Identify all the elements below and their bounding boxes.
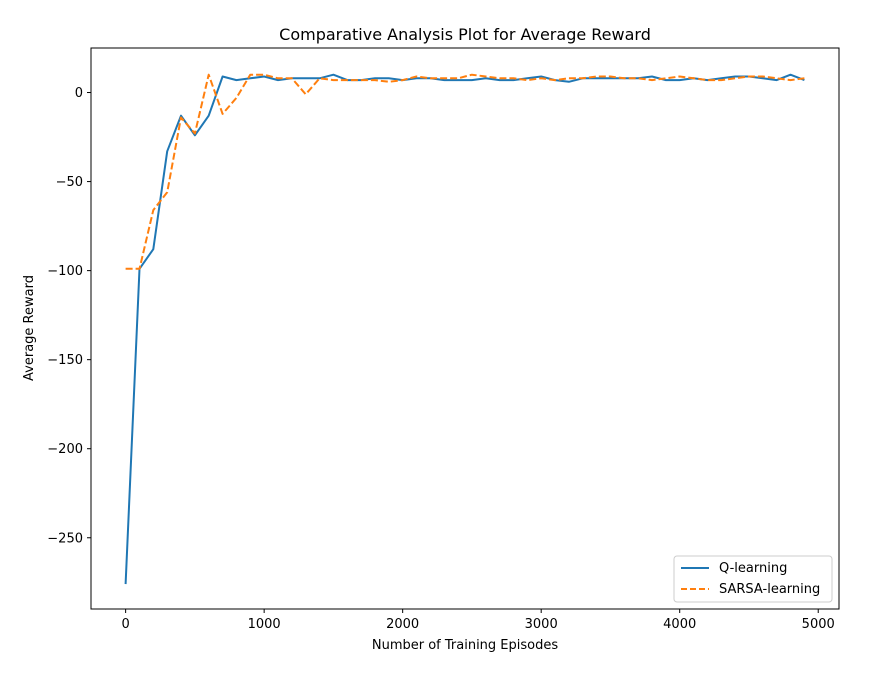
x-tick-label: 1000 bbox=[248, 617, 281, 632]
series-line-sarsa-learning bbox=[125, 73, 805, 270]
legend-label-q-learning: Q-learning bbox=[719, 561, 787, 576]
y-tick-label: −250 bbox=[47, 531, 83, 546]
chart-title: Comparative Analysis Plot for Average Re… bbox=[279, 25, 651, 44]
x-tick-label: 4000 bbox=[663, 617, 696, 632]
series-lines bbox=[124, 73, 805, 585]
chart-legend: Q-learning SARSA-learning bbox=[673, 555, 833, 603]
legend-label-sarsa-learning: SARSA-learning bbox=[719, 582, 820, 597]
y-tick-label: −200 bbox=[47, 442, 83, 457]
plot-area-frame bbox=[90, 47, 840, 610]
x-tick-label: 5000 bbox=[802, 617, 835, 632]
y-tick-label: 0 bbox=[75, 86, 83, 101]
x-tick-label: 0 bbox=[121, 617, 129, 632]
y-tick-label: −100 bbox=[47, 264, 83, 279]
x-tick-label: 2000 bbox=[386, 617, 419, 632]
y-tick-label: −150 bbox=[47, 353, 83, 368]
y-axis-label: Average Reward bbox=[22, 275, 37, 381]
legend-box bbox=[673, 555, 833, 603]
y-tick-label: −50 bbox=[56, 175, 83, 190]
x-tick-label: 3000 bbox=[525, 617, 558, 632]
axis-ticks: 0 1000 2000 3000 4000 5000 0 −50 −100 −150 −200 −25… bbox=[47, 86, 834, 632]
x-axis-label: Number of Training Episodes bbox=[372, 638, 558, 653]
